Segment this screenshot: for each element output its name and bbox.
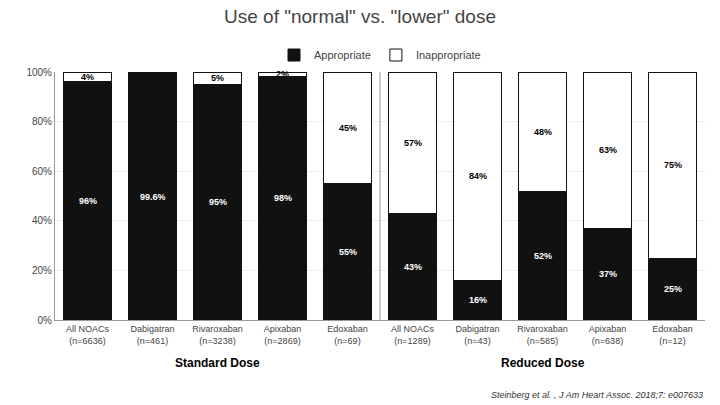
svg-text:45%: 45%: [339, 123, 357, 133]
svg-text:Edoxaban(n=12): Edoxaban(n=12): [652, 324, 693, 346]
svg-text:99.6%: 99.6%: [140, 192, 166, 202]
svg-text:Standard Dose: Standard Dose: [175, 356, 260, 370]
svg-text:Dabigatran(n=461): Dabigatran(n=461): [130, 324, 174, 346]
svg-text:Apixaban(n=2869): Apixaban(n=2869): [264, 324, 302, 346]
svg-text:Dabigatran(n=43): Dabigatran(n=43): [455, 324, 499, 346]
svg-text:All NOACs(n=1289): All NOACs(n=1289): [391, 324, 435, 346]
svg-text:Appropriate: Appropriate: [314, 49, 371, 61]
svg-text:Rivaroxaban(n=3238): Rivaroxaban(n=3238): [192, 324, 243, 346]
svg-text:52%: 52%: [534, 251, 552, 261]
svg-text:25%: 25%: [664, 284, 682, 294]
svg-text:63%: 63%: [599, 145, 617, 155]
svg-text:4%: 4%: [81, 72, 94, 82]
svg-text:60%: 60%: [32, 166, 52, 177]
svg-text:95%: 95%: [209, 197, 227, 207]
svg-text:40%: 40%: [32, 215, 52, 226]
svg-text:48%: 48%: [534, 127, 552, 137]
svg-text:Inappropriate: Inappropriate: [416, 49, 481, 61]
svg-text:55%: 55%: [339, 247, 357, 257]
svg-text:Steinberg et al. , J Am Heart: Steinberg et al. , J Am Heart Assoc. 201…: [491, 390, 703, 400]
svg-text:All NOACs(n=6636): All NOACs(n=6636): [66, 324, 110, 346]
svg-text:57%: 57%: [404, 138, 422, 148]
svg-text:75%: 75%: [664, 160, 682, 170]
svg-text:37%: 37%: [599, 269, 617, 279]
svg-text:98%: 98%: [274, 193, 292, 203]
svg-text:0%: 0%: [38, 315, 53, 326]
svg-text:Rivaroxaban(n=585): Rivaroxaban(n=585): [517, 324, 568, 346]
svg-text:Use of "normal" vs. "lower" do: Use of "normal" vs. "lower" dose: [224, 6, 496, 27]
svg-text:16%: 16%: [469, 295, 487, 305]
svg-text:2%: 2%: [276, 69, 289, 79]
svg-text:Edoxaban(n=69): Edoxaban(n=69): [327, 324, 368, 346]
svg-text:5%: 5%: [211, 73, 224, 83]
svg-text:80%: 80%: [32, 116, 52, 127]
svg-text:Apixaban(n=638): Apixaban(n=638): [589, 324, 627, 346]
svg-text:84%: 84%: [469, 171, 487, 181]
svg-text:100%: 100%: [26, 67, 52, 78]
svg-text:20%: 20%: [32, 265, 52, 276]
svg-text:96%: 96%: [79, 196, 97, 206]
svg-text:43%: 43%: [404, 262, 422, 272]
svg-text:Reduced Dose: Reduced Dose: [501, 356, 585, 370]
